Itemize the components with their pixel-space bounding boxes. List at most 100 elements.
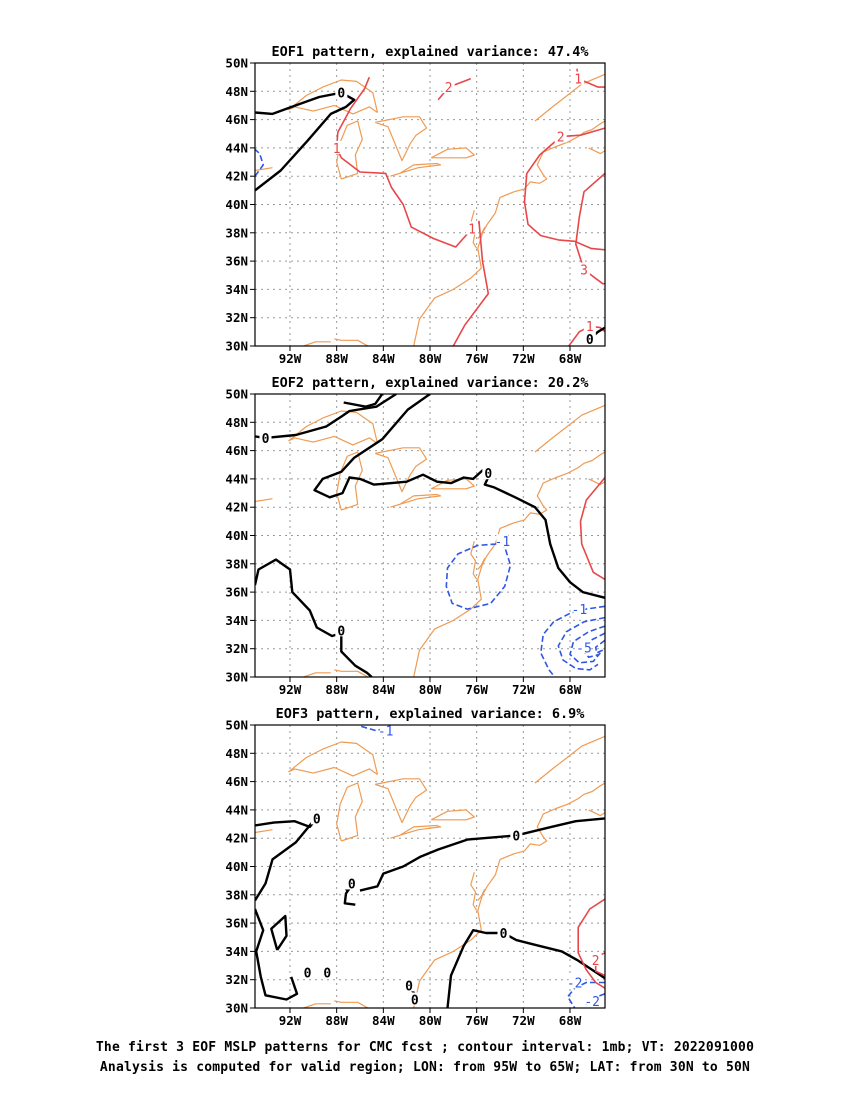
contour-negative [360,725,390,732]
y-tick-label: 46N [225,774,248,789]
y-tick-label: 42N [225,169,248,184]
figure-caption-line-2: Analysis is computed for valid region; L… [99,1060,751,1075]
map-gridlines [255,725,605,1008]
y-tick-label: 32N [225,310,248,325]
contour-label: 0 [586,333,594,348]
x-tick-label: 72W [512,351,535,366]
y-tick-label: 46N [225,112,248,127]
contour-negative [557,616,605,671]
coastline [255,404,605,677]
y-tick-label: 30N [225,670,248,685]
y-tick-label: 48N [225,84,248,99]
x-tick-label: 88W [325,682,348,697]
contour-positive [579,476,605,581]
y-tick-label: 50N [225,718,248,733]
y-tick-label: 32N [225,641,248,656]
contour-label: 2 [557,131,565,146]
y-tick-label: 36N [225,585,248,600]
x-tick-label: 84W [372,351,395,366]
contour-positive [437,77,472,101]
eof-panel-2: EOF2 pattern, explained variance: 20.2% 0… [225,375,606,697]
eof-panel-3: EOF3 pattern, explained variance: 6.9% -1… [225,706,606,1028]
x-tick-label: 80W [419,682,442,697]
y-tick-label: 34N [225,282,248,297]
y-tick-label: 40N [225,859,248,874]
x-tick-label: 92W [279,1013,302,1028]
contour-label: 2 [592,954,600,969]
contour-label: 0 [484,467,492,482]
x-tick-label: 76W [465,351,488,366]
contour-label: -1 [572,603,588,618]
x-tick-label: 84W [372,682,395,697]
contour-label: -1 [378,725,394,740]
y-tick-label: 38N [225,225,248,240]
x-tick-label: 76W [465,682,488,697]
y-tick-label: 34N [225,944,248,959]
contour-zero [313,394,605,599]
contour-label: -1 [495,535,511,550]
contour-positive [523,127,605,251]
y-tick-label: 40N [225,528,248,543]
x-tick-label: 76W [465,1013,488,1028]
contour-label: -2 [584,995,600,1010]
contour-zero [255,817,318,829]
panel-title: EOF3 pattern, explained variance: 6.9% [276,706,586,722]
contour-label: 0 [304,967,312,982]
map-gridlines [255,63,605,346]
contour-positive [574,172,605,285]
x-tick-label: 72W [512,1013,535,1028]
contour-zero [255,908,299,1001]
contour-zero [255,820,315,902]
contour-negative [445,543,512,610]
contour-label: -2 [567,977,583,992]
eof-panel-1: EOF1 pattern, explained variance: 47.4% 2… [225,44,606,366]
contour-zero [255,558,373,677]
contour-label: 0 [323,967,331,982]
y-tick-label: 38N [225,556,248,571]
contour-label: 0 [411,994,419,1009]
y-tick-label: 46N [225,443,248,458]
x-tick-label: 80W [419,351,442,366]
contour-positive [577,898,605,989]
contour-zero [270,914,288,951]
x-tick-label: 68W [559,351,582,366]
contour-negative [569,625,605,664]
y-tick-label: 30N [225,339,248,354]
y-tick-label: 44N [225,802,248,817]
y-tick-label: 32N [225,972,248,987]
contour-label: 0 [262,432,270,447]
panel-title: EOF1 pattern, explained variance: 47.4% [272,44,590,60]
y-tick-label: 38N [225,887,248,902]
contour-label: 0 [348,877,356,892]
contour-negative [594,639,605,654]
y-tick-label: 36N [225,254,248,269]
y-tick-label: 50N [225,56,248,71]
x-tick-label: 80W [419,1013,442,1028]
y-tick-label: 42N [225,500,248,515]
x-tick-label: 72W [512,682,535,697]
y-tick-label: 42N [225,831,248,846]
contour-zero [255,91,356,192]
contour-label: 0 [405,979,413,994]
y-tick-label: 48N [225,415,248,430]
x-tick-label: 88W [325,1013,348,1028]
x-tick-label: 68W [559,1013,582,1028]
y-tick-label: 44N [225,471,248,486]
y-tick-label: 40N [225,197,248,212]
contour-label: 1 [333,142,341,157]
coastline [255,735,605,1008]
contour-label: 1 [586,320,594,335]
panel-title: EOF2 pattern, explained variance: 20.2% [272,375,590,391]
contour-negative [255,148,265,177]
x-tick-label: 88W [325,351,348,366]
y-tick-label: 48N [225,746,248,761]
contour-label: 3 [580,264,588,279]
contour-zero [359,817,605,892]
contour-label: 0 [512,829,520,844]
y-tick-label: 44N [225,140,248,155]
contour-label: -5 [576,641,592,656]
y-tick-label: 30N [225,1001,248,1016]
contour-zero [446,929,605,1008]
y-tick-label: 34N [225,613,248,628]
contour-label: 0 [337,87,345,102]
